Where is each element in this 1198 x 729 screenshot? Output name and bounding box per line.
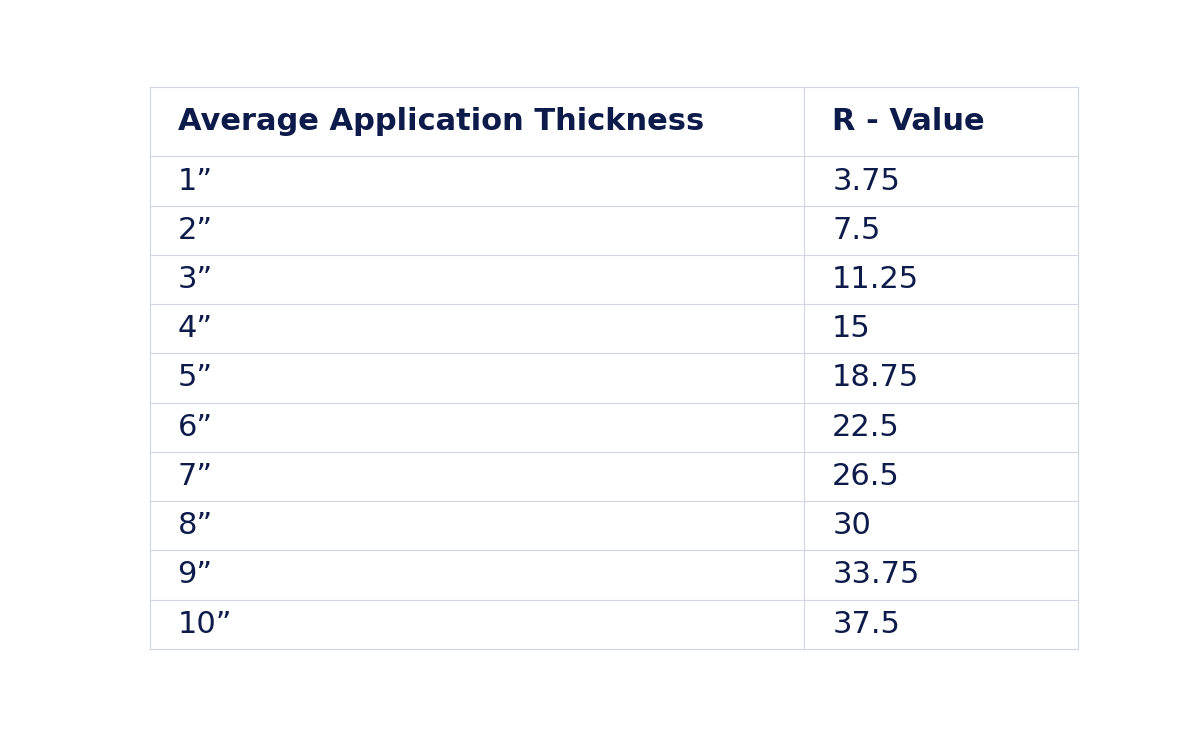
- Text: 11.25: 11.25: [833, 265, 919, 294]
- Text: Average Application Thickness: Average Application Thickness: [177, 107, 704, 136]
- Text: 5”: 5”: [177, 364, 213, 392]
- Text: 22.5: 22.5: [833, 413, 900, 442]
- Text: 2”: 2”: [177, 216, 213, 245]
- Text: 37.5: 37.5: [833, 609, 900, 639]
- Text: 33.75: 33.75: [833, 561, 920, 590]
- Text: 9”: 9”: [177, 561, 213, 590]
- Text: 7”: 7”: [177, 462, 213, 491]
- Text: R - Value: R - Value: [833, 107, 985, 136]
- Text: 30: 30: [833, 511, 871, 540]
- Text: 1”: 1”: [177, 166, 213, 195]
- Text: 8”: 8”: [177, 511, 213, 540]
- Text: 26.5: 26.5: [833, 462, 900, 491]
- Text: 10”: 10”: [177, 609, 232, 639]
- Text: 6”: 6”: [177, 413, 213, 442]
- Text: 18.75: 18.75: [833, 364, 919, 392]
- Text: 3”: 3”: [177, 265, 213, 294]
- Text: 7.5: 7.5: [833, 216, 881, 245]
- Text: 4”: 4”: [177, 314, 213, 343]
- Text: 15: 15: [833, 314, 871, 343]
- Text: 3.75: 3.75: [833, 166, 900, 195]
